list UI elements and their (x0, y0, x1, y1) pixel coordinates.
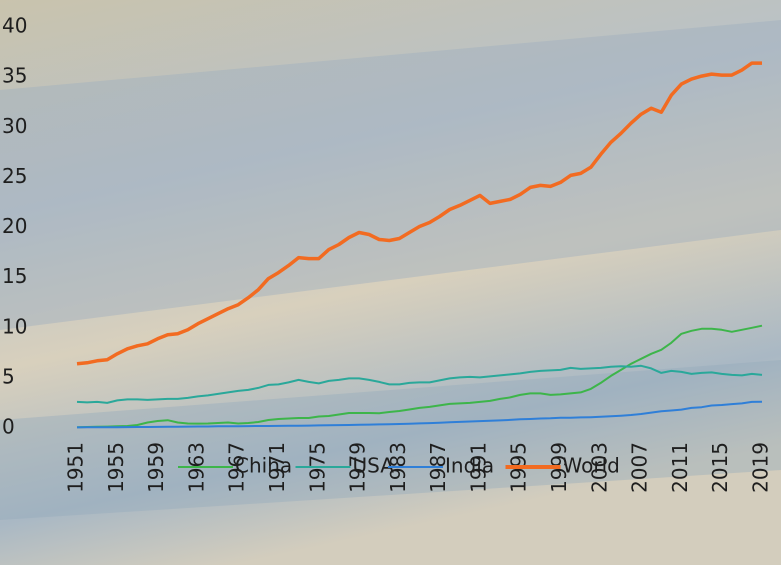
x-tick-label: 2007 (628, 442, 652, 493)
x-tick-label: 1951 (64, 442, 88, 493)
background-band (0, 360, 781, 520)
series-line (76, 61, 762, 366)
y-tick-label: 30 (2, 114, 27, 138)
legend-label: China (235, 454, 292, 478)
x-tick-label: 2011 (668, 442, 692, 493)
legend-label: USA (353, 454, 395, 478)
x-tick-label: 1959 (144, 442, 168, 493)
background-band (0, 20, 781, 330)
y-tick-label: 0 (2, 415, 15, 439)
x-tick-label: 2003 (587, 442, 611, 493)
series-line (76, 324, 763, 429)
series-line (76, 400, 763, 429)
x-tick-label: 1971 (265, 442, 289, 493)
y-tick-label: 10 (2, 314, 27, 338)
y-tick-label: 5 (2, 364, 15, 388)
x-tick-label: 1991 (466, 442, 490, 493)
y-tick-label: 20 (2, 214, 27, 238)
x-tick-label: 2015 (708, 442, 732, 493)
y-tick-label: 15 (2, 264, 27, 288)
legend-label: World (563, 454, 620, 478)
y-tick-label: 25 (2, 164, 27, 188)
y-tick-label: 40 (2, 14, 27, 38)
series-line (76, 364, 763, 404)
x-tick-label: 1955 (104, 442, 128, 493)
y-tick-label: 35 (2, 64, 27, 88)
x-tick-label: 2019 (749, 442, 773, 493)
legend-label: India (445, 454, 494, 478)
